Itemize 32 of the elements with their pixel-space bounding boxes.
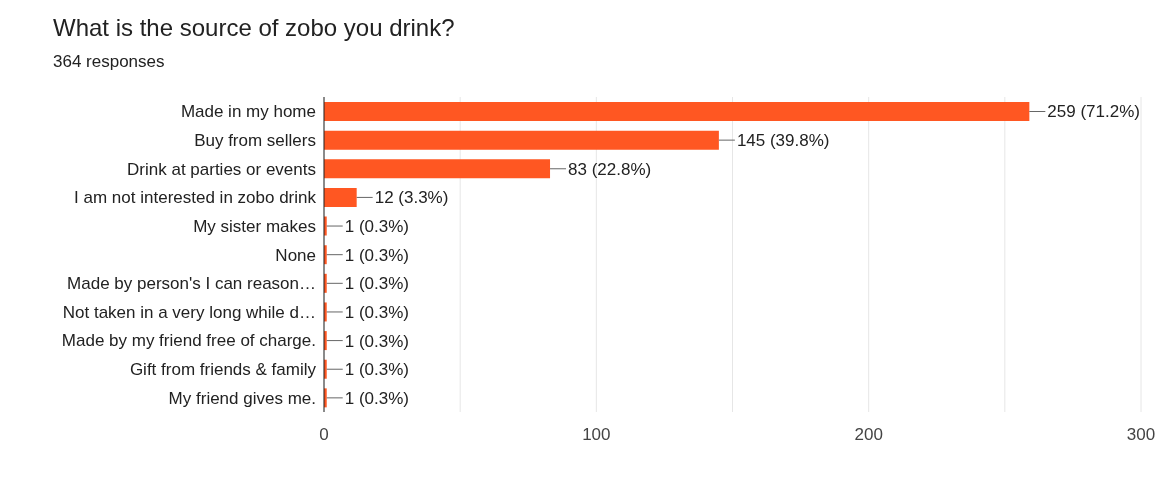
chart-title: What is the source of zobo you drink? (52, 13, 456, 42)
data-label: 1 (0.3%) (344, 274, 409, 294)
x-tick-label: 300 (1126, 425, 1156, 445)
y-tick-label: My friend gives me. (168, 388, 316, 408)
y-tick-label: My sister makes (193, 216, 316, 236)
bar (324, 130, 719, 150)
data-label: 1 (0.3%) (344, 302, 409, 322)
bar (324, 102, 1030, 121)
y-tick-label: I am not interested in zobo drink (74, 188, 317, 208)
text: 364 responses (52, 51, 166, 72)
data-label: 1 (0.3%) (344, 360, 409, 380)
data-label: 259 (71.2%) (1047, 102, 1140, 122)
x-tick-label: 200 (854, 425, 883, 445)
y-tick-label: Not taken in a very long while d… (62, 302, 316, 322)
data-label: 1 (0.3%) (344, 388, 409, 408)
data-label: 12 (3.3%) (374, 188, 449, 208)
x-tick-label: 0 (319, 425, 329, 445)
x-tick-label: 100 (582, 425, 611, 445)
bar (324, 159, 551, 179)
data-label: 1 (0.3%) (344, 331, 409, 351)
y-tick-label: Gift from friends & family (129, 360, 317, 380)
data-label: 83 (22.8%) (568, 159, 652, 179)
data-label: 145 (39.8%) (736, 131, 830, 151)
data-label: 1 (0.3%) (344, 217, 409, 236)
y-tick-label: Drink at parties or events (127, 159, 316, 179)
y-tick-label: None (275, 245, 316, 265)
bar (324, 187, 357, 207)
y-tick-label: Made in my home (180, 102, 316, 122)
y-tick-label: Buy from sellers (194, 130, 316, 150)
data-label: 1 (0.3%) (344, 245, 409, 265)
y-tick-label: Made by person's I can reason… (67, 274, 316, 294)
y-tick-label: Made by my friend free of charge. (61, 331, 316, 351)
